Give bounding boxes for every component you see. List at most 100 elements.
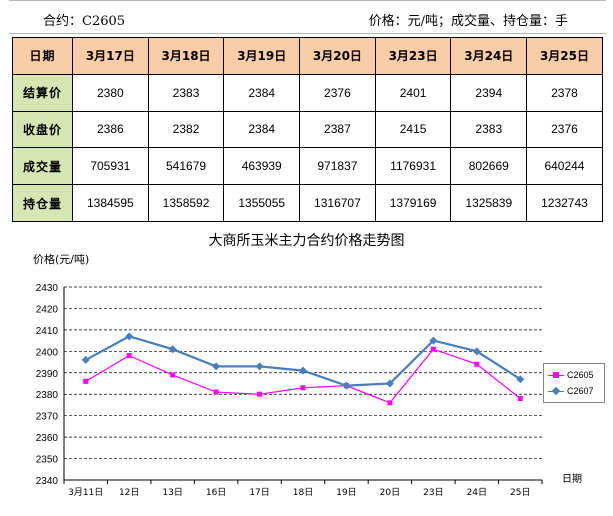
data-point-c2605 (83, 378, 89, 384)
y-tick-label: 2350 (36, 455, 59, 466)
chart-legend: C2605 C2607 (543, 363, 605, 403)
x-tick-label: 23日 (423, 487, 443, 498)
legend-label-c2607: C2607 (567, 386, 594, 396)
table-date-header: 3月17日 (72, 37, 149, 75)
table-cell: 1316707 (299, 184, 376, 222)
x-tick-label: 16日 (206, 487, 226, 498)
data-point-c2607 (299, 366, 307, 375)
data-point-c2607 (516, 375, 525, 384)
header-bar: 合约：C2605 价格：元/吨；成交量、持仓量：手 (9, 0, 606, 34)
table-date-header: 3月25日 (526, 37, 603, 75)
legend-swatch-c2605 (548, 371, 564, 378)
table-cell: 2387 (299, 110, 376, 149)
chart-title: 大商所玉米主力合约价格走势图 (208, 233, 405, 249)
data-point-c2607 (255, 362, 264, 371)
data-point-c2605 (170, 372, 176, 378)
table-cell: 541679 (147, 147, 225, 186)
x-tick-label: 20日 (380, 487, 400, 498)
row-label-volume: 成交量 (12, 147, 73, 186)
table-cell: 802669 (450, 147, 528, 186)
legend-item-c2605: C2605 (548, 370, 594, 380)
data-point-c2605 (517, 396, 523, 402)
y-tick-label: 2340 (36, 476, 59, 487)
data-point-c2607 (168, 345, 177, 354)
table-cell: 2376 (299, 73, 376, 112)
diamond-marker-icon (551, 386, 561, 395)
x-tick-label: 3月11日 (68, 487, 103, 498)
table-row: 持仓量 1384595 1358592 1355055 1316707 1379… (12, 184, 603, 222)
y-tick-label: 2390 (36, 369, 59, 380)
table-cell: 1176931 (374, 147, 452, 186)
data-point-c2607 (385, 379, 394, 388)
x-tick-label: 25日 (510, 487, 530, 498)
data-point-c2607 (212, 362, 221, 371)
row-label-settlement: 结算价 (12, 73, 73, 112)
table-header-row: 日期 3月17日 3月18日 3月19日 3月20日 3月23日 3月24日 3… (12, 37, 603, 75)
table-cell: 1384595 (72, 184, 149, 222)
square-marker-icon (553, 371, 559, 378)
table-cell: 2382 (147, 110, 225, 149)
y-tick-label: 2360 (36, 433, 59, 444)
data-point-c2607 (472, 347, 481, 356)
table-date-header: 3月24日 (450, 37, 528, 75)
price-chart-area: 大商所玉米主力合约价格走势图 (0, 222, 613, 516)
y-tick-label: 2420 (36, 304, 59, 315)
table-date-header: 3月19日 (223, 37, 301, 75)
data-point-c2607 (125, 332, 134, 341)
legend-item-c2607: C2607 (548, 386, 594, 396)
price-table: 日期 3月17日 3月18日 3月19日 3月20日 3月23日 3月24日 3… (12, 37, 603, 222)
table-row: 收盘价 2386 2382 2384 2387 2415 2383 2376 (12, 110, 603, 149)
data-point-c2605 (430, 346, 436, 352)
table-cell: 1379169 (374, 184, 452, 222)
table-cell: 1358592 (147, 184, 225, 222)
table-date-header: 3月18日 (147, 37, 225, 75)
x-tick-label: 19日 (336, 487, 356, 498)
table-cell: 971837 (299, 147, 376, 186)
table-cell: 463939 (223, 147, 301, 186)
contract-label: 合约：C2605 (43, 14, 126, 29)
data-point-c2605 (474, 361, 480, 367)
data-point-c2605 (387, 400, 393, 406)
x-tick-label: 13日 (162, 487, 182, 498)
table-row: 成交量 705931 541679 463939 971837 1176931 … (12, 147, 603, 186)
data-point-c2605 (213, 389, 219, 395)
data-point-c2607 (342, 381, 351, 390)
units-label: 价格：元/吨；成交量、持仓量：手 (368, 14, 568, 29)
y-tick-label: 2380 (36, 390, 59, 401)
x-tick-label: 17日 (249, 487, 269, 498)
table-cell: 2386 (72, 110, 149, 149)
table-date-header: 3月23日 (374, 37, 452, 75)
data-point-c2605 (300, 385, 306, 391)
table-date-header: 3月20日 (299, 37, 376, 75)
table-cell: 2415 (374, 110, 452, 149)
y-tick-label: 2400 (36, 347, 59, 358)
y-tick-label: 2430 (36, 283, 59, 294)
table-cell: 2384 (223, 110, 301, 149)
data-point-c2607 (429, 336, 438, 345)
data-point-c2605 (126, 353, 132, 359)
y-axis-label: 价格(元/吨) (33, 252, 89, 266)
table-corner-header: 日期 (12, 37, 73, 75)
table-cell: 1355055 (223, 184, 301, 222)
y-tick-label: 2370 (36, 412, 59, 423)
table-cell: 2380 (72, 73, 149, 112)
x-axis-label: 日期 (562, 473, 582, 485)
x-tick-label: 24日 (467, 487, 487, 498)
legend-label-c2605: C2605 (567, 370, 594, 380)
legend-swatch-c2607 (548, 386, 564, 395)
series-line-c2607 (85, 335, 521, 387)
data-point-c2607 (81, 355, 90, 364)
series-line-c2605 (85, 348, 521, 404)
data-point-c2605 (257, 391, 263, 397)
x-tick-label: 18日 (293, 487, 313, 498)
table-row: 结算价 2380 2383 2384 2376 2401 2394 2378 (12, 73, 603, 112)
row-label-open-interest: 持仓量 (12, 184, 73, 222)
table-cell: 640244 (526, 147, 603, 186)
y-tick-label: 2410 (36, 326, 59, 337)
row-label-close: 收盘价 (12, 110, 73, 149)
table-cell: 2378 (526, 73, 603, 112)
table-cell: 1232743 (526, 184, 603, 222)
x-tick-label: 12日 (119, 487, 139, 498)
table-cell: 2383 (450, 110, 528, 149)
